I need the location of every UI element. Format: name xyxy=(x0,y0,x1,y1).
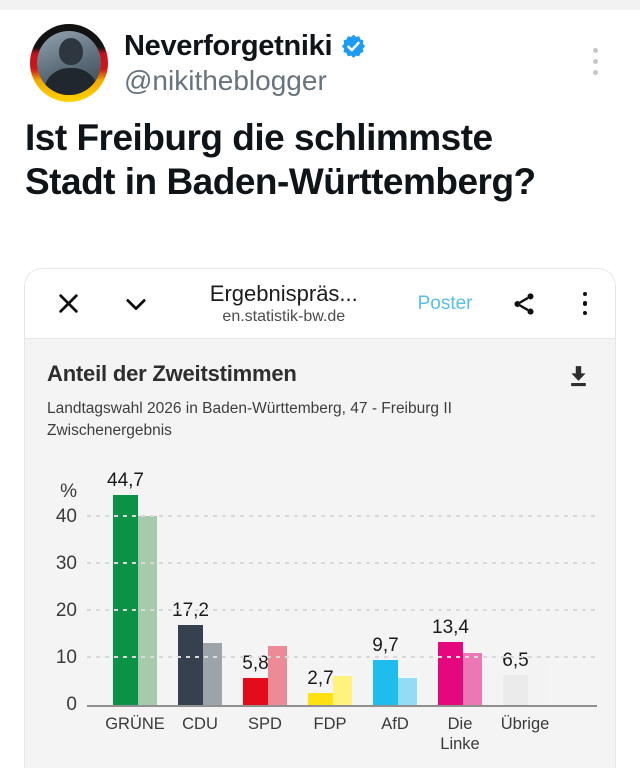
bar-group-4: 9,7 AfD xyxy=(372,635,417,733)
bar-comparison-4 xyxy=(398,678,417,706)
author-block: Neverforgetniki @nikitheblogger xyxy=(124,30,367,97)
chart-subtitle-line-1: Landtagswahl 2026 in Baden-Württemberg, … xyxy=(47,400,452,417)
bar-group-1: 17,2 CDU xyxy=(172,600,222,733)
bar-value-label-2: 5,8 xyxy=(242,653,269,675)
bar-main-6: 6,5 xyxy=(502,650,529,706)
bar-value-label-5: 13,4 xyxy=(432,617,469,639)
bar-comparison-3 xyxy=(333,676,352,706)
tweet-text-line-2: Stadt in Baden-Württemberg? xyxy=(25,160,536,202)
bar-main-1: 17,2 xyxy=(172,600,209,706)
avatar-person-head xyxy=(59,38,83,65)
bars-row: 44,7 GRÜNE 17,2 CDU 5,8 SPD 2,7 FDP 9,7 AfD 13,4 Di… xyxy=(87,469,597,753)
chart-header: Anteil der Zweitstimmen Landtagswahl 202… xyxy=(25,339,615,441)
bar-value-label-3: 2,7 xyxy=(307,667,334,689)
bar-group-0: 44,7 GRÜNE xyxy=(105,470,165,733)
gridline-30 xyxy=(87,562,597,565)
tweet-header: Neverforgetniki @nikitheblogger xyxy=(30,24,612,102)
viewer-more-menu-icon[interactable] xyxy=(579,288,592,320)
viewer-page-title: Ergebnispräs... xyxy=(209,280,358,306)
bar-main-2: 5,8 xyxy=(242,653,269,706)
bar-group-6: 6,5 Übrige xyxy=(501,650,550,734)
category-label-3: FDP xyxy=(313,715,347,734)
tweet-text-line-1: Ist Freiburg die schlimmste xyxy=(25,117,493,158)
poster-link[interactable]: Poster xyxy=(417,292,473,314)
avatar-person-body xyxy=(44,68,98,95)
y-tick-label-40: 40 xyxy=(55,506,77,528)
viewer-url: en.statistik-bw.de xyxy=(222,307,346,325)
y-tick-label-30: 30 xyxy=(55,553,77,575)
bar-main-0: 44,7 xyxy=(107,470,144,706)
plot-area: 44,7 GRÜNE 17,2 CDU 5,8 SPD 2,7 FDP 9,7 AfD 13,4 Di… xyxy=(56,469,597,753)
y-axis-unit-label: % xyxy=(60,481,77,503)
avatar[interactable] xyxy=(30,24,108,102)
bar-comparison-6 xyxy=(528,656,547,706)
bar-value-label-6: 6,5 xyxy=(502,649,529,671)
share-icon[interactable] xyxy=(511,291,537,317)
y-tick-label-20: 20 xyxy=(55,600,77,622)
bar-value-label-0: 44,7 xyxy=(107,470,144,492)
bar-comparison-1 xyxy=(203,643,222,706)
chevron-down-icon[interactable] xyxy=(122,290,150,318)
bar-main-5: 13,4 xyxy=(432,617,469,706)
close-icon[interactable] xyxy=(55,290,82,317)
bar-main-3: 2,7 xyxy=(307,668,334,706)
bar-group-3: 2,7 FDP xyxy=(307,668,352,733)
category-label-5: Die Linke xyxy=(440,715,480,754)
gridline-20 xyxy=(87,609,597,612)
screen-top-strip xyxy=(0,0,640,10)
category-label-6: Übrige xyxy=(500,715,550,734)
bar-comparison-2 xyxy=(268,645,287,706)
viewer-toolbar: Ergebnispräs... en.statistik-bw.de Poste… xyxy=(25,269,615,339)
bar-value-label-4: 9,7 xyxy=(372,634,399,656)
download-icon[interactable] xyxy=(566,363,591,393)
y-tick-label-0: 0 xyxy=(66,694,77,716)
chart-title: Anteil der Zweitstimmen xyxy=(47,361,297,386)
embedded-viewer-card: Ergebnispräs... en.statistik-bw.de Poste… xyxy=(24,268,616,768)
y-tick-label-10: 10 xyxy=(55,647,77,669)
chart-subtitle-line-2: Zwischenergebnis xyxy=(47,421,172,439)
viewer-title-block: Ergebnispräs... en.statistik-bw.de xyxy=(150,281,418,327)
author-handle[interactable]: @nikitheblogger xyxy=(124,64,327,96)
category-label-4: AfD xyxy=(381,715,409,734)
bar-group-5: 13,4 Die Linke xyxy=(432,617,482,753)
tweet-more-menu-icon[interactable] xyxy=(587,42,604,81)
chart-subtitle: Landtagswahl 2026 in Baden-Württemberg, … xyxy=(47,398,591,441)
gridline-40 xyxy=(87,515,597,518)
verified-badge-icon xyxy=(342,34,366,58)
gridline-10 xyxy=(87,656,597,659)
avatar-photo xyxy=(37,31,101,95)
tweet-text: Ist Freiburg die schlimmste Stadt in Bad… xyxy=(25,116,615,203)
author-name[interactable]: Neverforgetniki xyxy=(124,29,333,62)
bar-main-4: 9,7 xyxy=(372,635,399,706)
category-label-1: CDU xyxy=(182,715,218,734)
category-label-0: GRÜNE xyxy=(105,715,165,734)
bar-group-2: 5,8 SPD xyxy=(242,645,287,733)
category-label-2: SPD xyxy=(248,715,282,734)
bar-comparison-5 xyxy=(463,652,482,706)
